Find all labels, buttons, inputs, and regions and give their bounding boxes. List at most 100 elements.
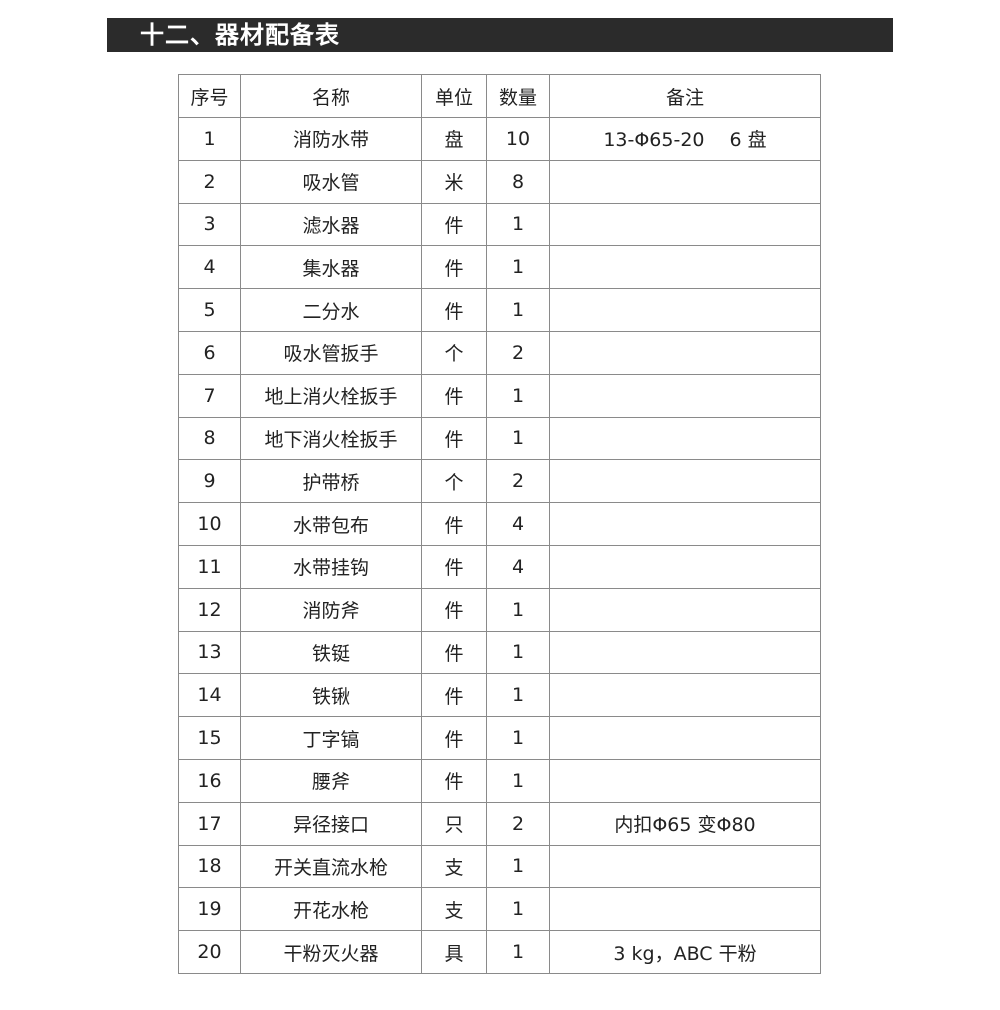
cell-index: 1 [178,117,241,161]
cell-name: 二分水 [240,288,422,332]
table-row: 15 丁字镐件 1 [178,716,821,760]
cell-quantity: 1 [486,758,550,803]
cell-index: 5 [178,288,241,332]
cell-notes [549,673,821,718]
cell-index: 12 [178,587,241,632]
cell-notes [549,330,821,375]
cell-index: 6 [178,330,241,375]
cell-unit: 件 [421,716,487,760]
cell-name: 消防斧 [240,587,422,632]
cell-quantity: 1 [486,673,550,718]
cell-name: 开关直流水枪 [240,844,422,889]
cell-quantity: 1 [486,716,550,760]
cell-unit: 只 [421,801,487,846]
cell-unit: 米 [421,159,487,204]
cell-quantity: 1 [486,887,550,932]
table-row: 4 集水器件 1 [178,245,821,290]
cell-name: 消防水带 [240,117,422,161]
cell-notes: 内扣Φ65 变Φ80 [549,801,821,846]
table-row: 13 铁铤件 1 [178,630,821,675]
table-row: 3 滤水器件 1 [178,202,821,247]
table-row: 12 消防斧件 1 [178,587,821,632]
cell-name: 地上消火栓扳手 [240,373,422,418]
cell-quantity: 1 [486,587,550,632]
table-header-row: 序号 名称 单位 数量 备注 [178,74,821,118]
cell-index: 3 [178,202,241,247]
table-row: 19 开花水枪支 1 [178,887,821,932]
table-row: 6 吸水管扳手个 2 [178,330,821,375]
cell-notes [549,288,821,332]
cell-unit: 支 [421,844,487,889]
cell-name: 铁铤 [240,630,422,675]
cell-unit: 件 [421,373,487,418]
cell-notes [549,758,821,803]
equipment-table: 序号 名称 单位 数量 备注 1 消防水带盘 10 13-Φ65-20 6 盘 2 吸水管… [178,74,821,974]
cell-quantity: 4 [486,544,550,589]
table-row: 8 地下消火栓扳手件 1 [178,416,821,461]
cell-quantity: 8 [486,159,550,204]
cell-unit: 件 [421,245,487,290]
cell-notes [549,502,821,546]
cell-quantity: 4 [486,502,550,546]
header-index: 序号 [178,74,241,118]
cell-notes [549,459,821,504]
cell-index: 14 [178,673,241,718]
table-row: 11 水带挂钩件 4 [178,544,821,589]
header-name: 名称 [240,74,422,118]
table-row: 7 地上消火栓扳手件 1 [178,373,821,418]
cell-unit: 具 [421,930,487,974]
cell-notes [549,844,821,889]
cell-unit: 件 [421,544,487,589]
cell-index: 8 [178,416,241,461]
cell-index: 18 [178,844,241,889]
cell-notes [549,245,821,290]
header-quantity: 数量 [486,74,550,118]
cell-quantity: 1 [486,202,550,247]
cell-notes [549,630,821,675]
cell-unit: 个 [421,459,487,504]
table-row: 5 二分水件 1 [178,288,821,332]
cell-quantity: 1 [486,930,550,974]
cell-quantity: 2 [486,330,550,375]
table-row: 14 铁锹件 1 [178,673,821,718]
cell-name: 铁锹 [240,673,422,718]
cell-unit: 个 [421,330,487,375]
cell-name: 集水器 [240,245,422,290]
cell-index: 2 [178,159,241,204]
cell-name: 吸水管 [240,159,422,204]
cell-name: 丁字镐 [240,716,422,760]
cell-quantity: 1 [486,630,550,675]
cell-name: 异径接口 [240,801,422,846]
cell-unit: 支 [421,887,487,932]
cell-notes [549,716,821,760]
cell-index: 4 [178,245,241,290]
header-notes: 备注 [549,74,821,118]
cell-index: 13 [178,630,241,675]
section-title-bar: 十二、器材配备表 [107,18,893,52]
cell-notes [549,416,821,461]
table-row: 9 护带桥个 2 [178,459,821,504]
cell-index: 11 [178,544,241,589]
cell-notes [549,587,821,632]
table-row: 18 开关直流水枪支 1 [178,844,821,889]
cell-quantity: 1 [486,373,550,418]
cell-name: 护带桥 [240,459,422,504]
cell-quantity: 1 [486,844,550,889]
cell-index: 17 [178,801,241,846]
cell-notes [549,544,821,589]
cell-quantity: 1 [486,245,550,290]
cell-name: 水带包布 [240,502,422,546]
cell-name: 地下消火栓扳手 [240,416,422,461]
cell-quantity: 2 [486,801,550,846]
cell-name: 干粉灭火器 [240,930,422,974]
cell-index: 15 [178,716,241,760]
cell-quantity: 2 [486,459,550,504]
cell-unit: 件 [421,758,487,803]
cell-unit: 件 [421,630,487,675]
cell-index: 20 [178,930,241,974]
cell-name: 吸水管扳手 [240,330,422,375]
cell-unit: 件 [421,587,487,632]
cell-unit: 件 [421,288,487,332]
table-row: 2 吸水管米 8 [178,159,821,204]
table-row: 1 消防水带盘 10 13-Φ65-20 6 盘 [178,117,821,161]
